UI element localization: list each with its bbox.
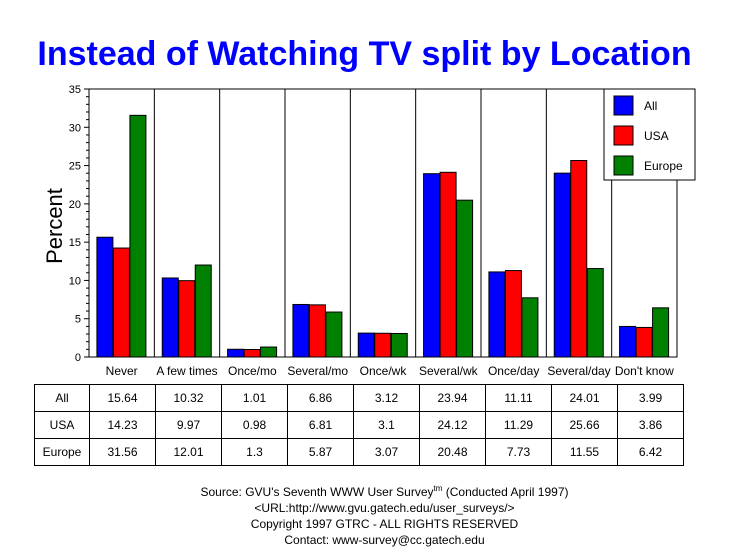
- bar-europe: [652, 307, 670, 358]
- source-date: (Conducted April 1997): [442, 485, 569, 499]
- table-cell: 3.12: [353, 384, 420, 412]
- y-tick-label: 15: [69, 237, 81, 249]
- x-tick-label: Never: [106, 364, 138, 378]
- table-cell: 15.64: [89, 384, 156, 412]
- legend-swatch-usa: [613, 125, 634, 146]
- table-cell: 3.99: [617, 384, 684, 412]
- bar-all: [619, 325, 637, 358]
- table-cell: 3.07: [353, 438, 420, 466]
- source-url: <URL:http://www.gvu.gatech.edu/user_surv…: [254, 501, 515, 515]
- row-header: USA: [34, 411, 90, 439]
- x-tick-label: Don't know: [615, 364, 674, 378]
- table-row: Europe 31.56 12.01 1.3 5.87 3.07 20.48 7.73 11.5…: [34, 438, 684, 466]
- table-cell: 6.86: [287, 384, 354, 412]
- source-note: Source: GVU's Seventh WWW User Surveytm …: [0, 481, 729, 548]
- bar-usa: [570, 160, 588, 358]
- bar-usa: [308, 304, 326, 358]
- legend-label-usa: USA: [644, 129, 669, 143]
- copyright: Copyright 1997 GTRC - ALL RIGHTS RESERVE…: [250, 517, 519, 531]
- table-cell: 24.12: [419, 411, 486, 439]
- bar-all: [227, 348, 245, 358]
- legend-label-all: All: [644, 99, 657, 113]
- table-cell: 3.86: [617, 411, 684, 439]
- table-cell: 31.56: [89, 438, 156, 466]
- table-cell: 12.01: [155, 438, 222, 466]
- table-cell: 11.55: [551, 438, 618, 466]
- table-cell: 6.42: [617, 438, 684, 466]
- bar-all: [161, 277, 179, 358]
- y-tick-label: 0: [75, 352, 81, 364]
- bar-all: [488, 271, 506, 358]
- bar-europe: [586, 268, 604, 358]
- bar-usa: [374, 332, 392, 358]
- table-cell: 7.73: [485, 438, 552, 466]
- legend-swatch-all: [613, 95, 634, 116]
- y-tick-label: 10: [69, 275, 81, 287]
- bar-usa: [635, 326, 653, 358]
- table-row: USA 14.23 9.97 0.98 6.81 3.1 24.12 11.29 25.66 3.…: [34, 411, 684, 439]
- table-cell: 20.48: [419, 438, 486, 466]
- bar-europe: [521, 297, 539, 358]
- bar-europe: [456, 199, 474, 358]
- table-cell: 9.97: [155, 411, 222, 439]
- x-tick-label: Once/day: [488, 364, 539, 378]
- table-cell: 11.29: [485, 411, 552, 439]
- table-cell: 6.81: [287, 411, 354, 439]
- source-trademark: tm: [433, 484, 443, 493]
- chart-title: Instead of Watching TV split by Location: [37, 35, 692, 73]
- y-tick-label: 20: [69, 199, 81, 211]
- legend-swatch-europe: [613, 155, 634, 176]
- bar-europe: [325, 311, 343, 358]
- bar-usa: [178, 280, 196, 358]
- table-cell: 14.23: [89, 411, 156, 439]
- bar-all: [423, 173, 441, 358]
- x-tick-label: Several/wk: [419, 364, 479, 378]
- table-cell: 23.94: [419, 384, 486, 412]
- row-header: All: [34, 384, 90, 412]
- table-cell: 1.01: [221, 384, 288, 412]
- bar-all: [96, 236, 114, 358]
- bar-all: [292, 303, 310, 358]
- table-cell: 5.87: [287, 438, 354, 466]
- table-cell: 25.66: [551, 411, 618, 439]
- bar-all: [553, 172, 571, 358]
- table-cell: 1.3: [221, 438, 288, 466]
- bar-chart: 0 5 10 15 20 25 30 35 Percent Never A few times Onc…: [42, 84, 696, 378]
- x-tick-label: A few times: [156, 364, 217, 378]
- table-cell: 24.01: [551, 384, 618, 412]
- table-cell: 0.98: [221, 411, 288, 439]
- x-tick-label: Once/mo: [228, 364, 277, 378]
- bar-europe: [194, 264, 212, 358]
- bar-europe: [390, 332, 408, 358]
- bar-all: [357, 332, 375, 358]
- row-header: Europe: [34, 438, 90, 466]
- bar-usa: [439, 171, 457, 358]
- y-tick-label: 5: [75, 314, 81, 326]
- x-tick-label: Several/mo: [287, 364, 348, 378]
- bar-usa: [504, 270, 522, 358]
- table-row: All 15.64 10.32 1.01 6.86 3.12 23.94 11.11 24.01…: [34, 384, 684, 412]
- y-tick-label: 30: [69, 122, 81, 134]
- source-line: Source: GVU's Seventh WWW User Survey: [200, 485, 434, 499]
- bar-usa: [243, 348, 261, 358]
- y-tick-label: 35: [69, 84, 81, 96]
- x-tick-label: Once/wk: [360, 364, 408, 378]
- bar-usa: [112, 247, 130, 358]
- table-cell: 10.32: [155, 384, 222, 412]
- y-tick-label: 25: [69, 161, 81, 173]
- bar-europe: [129, 114, 147, 358]
- bar-europe: [260, 346, 278, 358]
- legend-label-europe: Europe: [644, 159, 683, 173]
- contact: Contact: www-survey@cc.gatech.edu: [284, 533, 485, 547]
- table-cell: 3.1: [353, 411, 420, 439]
- data-table: All 15.64 10.32 1.01 6.86 3.12 23.94 11.11 24.01…: [34, 384, 684, 466]
- x-tick-label: Several/day: [547, 364, 610, 378]
- y-axis-label: Percent: [42, 188, 67, 264]
- table-cell: 11.11: [485, 384, 552, 412]
